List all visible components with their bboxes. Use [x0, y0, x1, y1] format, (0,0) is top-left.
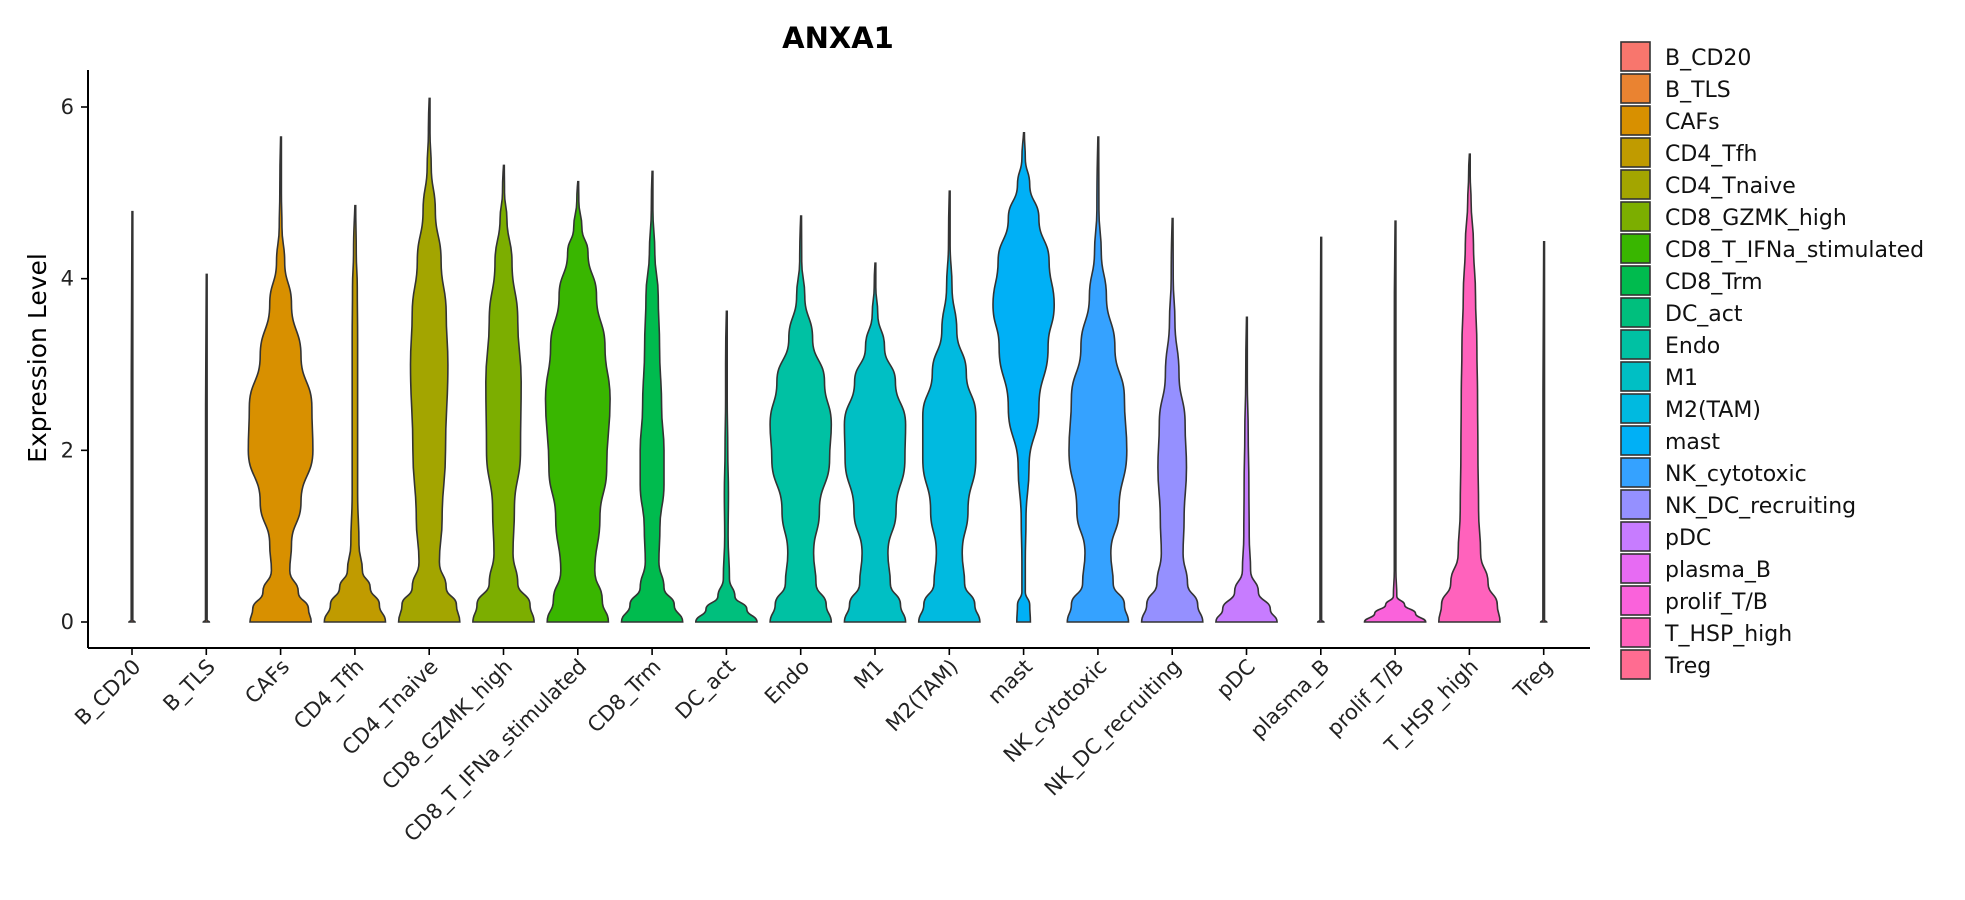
y-tick-label: 2 — [61, 438, 74, 462]
legend-label: pDC — [1665, 526, 1711, 551]
y-tick-label: 0 — [61, 610, 74, 634]
violin-M2(TAM) — [917, 190, 981, 623]
legend-key — [1620, 649, 1651, 680]
violin-CD4_Tnaive — [397, 97, 461, 623]
x-tick-label: mast — [983, 655, 1037, 709]
x-tick-label: B_CD20 — [70, 655, 146, 731]
violin-Endo — [769, 215, 833, 623]
violin-T_HSP_high — [1437, 153, 1501, 623]
legend-key — [1620, 521, 1651, 552]
legend-label: CD8_GZMK_high — [1665, 206, 1847, 231]
violin-M1 — [843, 262, 907, 623]
legend-label: NK_cytotoxic — [1665, 462, 1807, 487]
y-tick-label: 4 — [61, 267, 74, 291]
x-tick-label: Treg — [1508, 655, 1557, 704]
x-tick-label: plasma_B — [1246, 655, 1335, 744]
legend-label: NK_DC_recruiting — [1665, 494, 1856, 519]
legend-key — [1620, 233, 1651, 264]
x-tick-label: CD8_GZMK_high — [377, 655, 517, 795]
legend-label: T_HSP_high — [1664, 622, 1792, 647]
legend-key — [1620, 297, 1651, 328]
legend-key — [1620, 105, 1651, 136]
legend-label: B_TLS — [1665, 78, 1731, 103]
y-axis-label: Expression Level — [23, 253, 52, 463]
violin-B_TLS — [202, 273, 211, 623]
legend-label: CD8_Trm — [1665, 270, 1763, 295]
legend-label: CAFs — [1665, 110, 1720, 135]
x-tick-label: CD8_Trm — [583, 655, 667, 739]
violin-NK_DC_recruiting — [1140, 217, 1204, 623]
x-tick-label: CAFs — [240, 655, 294, 709]
legend-key — [1620, 489, 1651, 520]
legend-label: mast — [1665, 430, 1720, 455]
legend-key — [1620, 425, 1651, 456]
legend-key — [1620, 73, 1651, 104]
x-tick-label: M2(TAM) — [881, 655, 963, 737]
violin-plasma_B — [1316, 236, 1325, 623]
violin-pDC — [1215, 316, 1278, 623]
legend-key — [1620, 169, 1651, 200]
x-tick-label: M1 — [849, 655, 888, 694]
legend: B_CD20 B_TLS CAFs CD4_Tfh CD4_Tnaive CD8_GZMK… — [1620, 41, 1924, 680]
violin-CD4_Tfh — [323, 204, 387, 623]
legend-label: CD8_T_IFNa_stimulated — [1665, 238, 1924, 263]
legend-key — [1620, 617, 1651, 648]
chart-title: ANXA1 — [782, 21, 894, 55]
legend-key — [1620, 41, 1651, 72]
legend-label: prolif_T/B — [1665, 590, 1768, 615]
violin-DC_act — [694, 310, 758, 623]
legend-label: M2(TAM) — [1665, 398, 1761, 423]
violin-NK_cytotoxic — [1066, 136, 1130, 623]
legend-key — [1620, 553, 1651, 584]
legend-key — [1620, 393, 1651, 424]
y-tick-label: 6 — [61, 95, 74, 119]
legend-label: CD4_Tnaive — [1665, 174, 1796, 199]
legend-key — [1620, 329, 1651, 360]
legend-key — [1620, 137, 1651, 168]
violin-CD8_Trm — [620, 170, 684, 623]
x-tick-label: Endo — [760, 655, 814, 709]
legend-label: B_CD20 — [1665, 46, 1751, 71]
legend-key — [1620, 265, 1651, 296]
violin-CD8_GZMK_high — [472, 164, 535, 623]
legend-label: Endo — [1665, 334, 1720, 359]
x-tick-label: B_TLS — [158, 655, 220, 717]
violin-CAFs — [247, 136, 314, 623]
x-tick-label: DC_act — [671, 655, 741, 725]
violin-CD8_T_IFNa_stimulated — [544, 180, 611, 623]
legend-key — [1620, 201, 1651, 232]
legend-label: CD4_Tfh — [1665, 142, 1757, 167]
violin-Treg — [1539, 240, 1548, 623]
violin-prolif_T/B — [1363, 220, 1427, 623]
legend-key — [1620, 361, 1651, 392]
legend-label: DC_act — [1665, 302, 1743, 327]
x-tick-label: pDC — [1212, 655, 1260, 703]
legend-key — [1620, 585, 1651, 616]
violin-mast — [992, 131, 1056, 623]
violin-B_CD20 — [128, 210, 136, 623]
legend-label: Treg — [1664, 654, 1711, 679]
x-tick-label: NK_DC_recruiting — [1040, 655, 1187, 802]
legend-key — [1620, 457, 1651, 488]
legend-label: M1 — [1665, 366, 1698, 391]
legend-label: plasma_B — [1665, 558, 1771, 583]
